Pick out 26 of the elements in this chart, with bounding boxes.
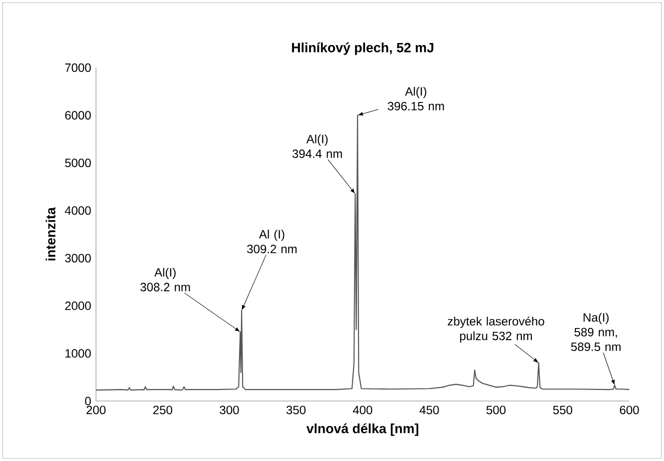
y-tick-label: 5000: [65, 158, 91, 168]
y-tick-label: 7000: [65, 63, 91, 72]
y-tick-label: 4000: [64, 206, 91, 215]
chart-title: Hliníkový plech, 52 mJ: [292, 42, 434, 55]
x-tick-label: 400: [352, 406, 372, 414]
annotation: Al (I) 309.2 nm: [247, 230, 297, 254]
annotation: zbytek laserového pulzu 532 nm: [448, 316, 544, 343]
y-tick-label: 6000: [65, 111, 91, 120]
x-tick-label: 350: [286, 406, 306, 414]
x-tick-label: 600: [620, 406, 639, 414]
annotation: Al(I) 394.4 nm: [292, 134, 342, 158]
x-tick-label: 300: [220, 406, 239, 414]
x-tick-label: 200: [86, 406, 106, 414]
x-tick-label: 550: [553, 406, 572, 414]
y-axis-title: intenzita: [46, 207, 56, 260]
x-axis-title: vlnová délka [nm]: [306, 423, 418, 436]
x-tick-label: 450: [420, 406, 439, 414]
x-tick-label: 500: [486, 406, 506, 414]
x-tick-label: 250: [153, 406, 172, 414]
y-tick-label: 1000: [66, 349, 91, 358]
y-tick-label: 3000: [65, 254, 91, 262]
annotation: Al(I) 308.2 nm: [140, 268, 190, 292]
annotation: Al(I) 396.15 nm: [388, 86, 444, 110]
y-tick-label: 2000: [65, 302, 91, 310]
y-tick-label: 0: [85, 396, 91, 406]
annotation: Na(I) 589 nm, 589.5 nm: [571, 312, 621, 352]
